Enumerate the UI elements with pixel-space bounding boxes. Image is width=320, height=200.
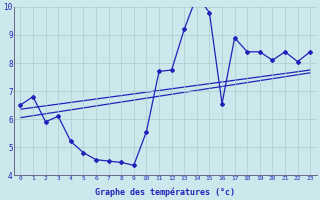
- X-axis label: Graphe des températures (°c): Graphe des températures (°c): [95, 187, 235, 197]
